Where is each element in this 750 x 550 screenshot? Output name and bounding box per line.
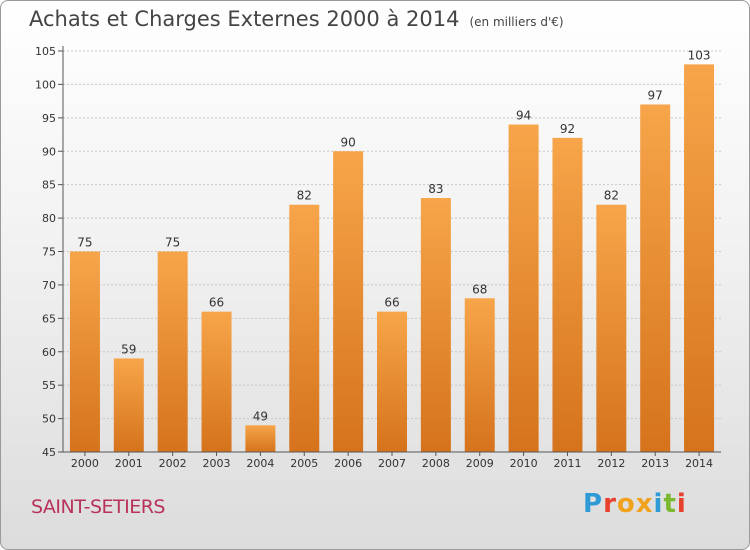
bar-value-label: 82 — [297, 189, 312, 203]
y-tick-label: 100 — [35, 78, 56, 91]
y-tick-label: 65 — [42, 312, 56, 325]
bar — [464, 298, 495, 452]
bars: 75 59 75 66 49 82 90 66 83 68 94 92 82 97 103 — [69, 48, 715, 453]
y-tick-label: 90 — [42, 145, 56, 158]
logo-letter: o — [616, 489, 636, 519]
bar-value-label: 75 — [77, 236, 92, 250]
x-tick-label: 2000 — [71, 457, 99, 470]
bar — [640, 104, 671, 452]
bar-value-label: 75 — [165, 236, 180, 250]
y-tick-label: 55 — [42, 379, 56, 392]
chart-title: Achats et Charges Externes 2000 à 2014 (e… — [29, 7, 564, 31]
x-tick-label: 2013 — [641, 457, 669, 470]
x-tick-label: 2005 — [290, 457, 318, 470]
bar-value-label: 66 — [209, 296, 224, 310]
place-name: SAINT-SETIERS — [31, 496, 166, 518]
x-tick-label: 2002 — [159, 457, 187, 470]
bar-value-label: 49 — [253, 409, 268, 423]
bar — [333, 151, 364, 452]
logo-letter: x — [635, 489, 654, 519]
bar-value-label: 94 — [516, 109, 531, 123]
bar-value-label: 59 — [121, 342, 136, 356]
x-tick-label: 2011 — [553, 457, 581, 470]
bar — [596, 204, 627, 452]
bar — [377, 311, 407, 452]
x-tick-label: 2007 — [378, 457, 406, 470]
x-tick-label: 2004 — [246, 457, 274, 470]
x-tick-label: 2010 — [510, 457, 538, 470]
x-tick-label: 2006 — [334, 457, 362, 470]
logo-letter: t — [663, 489, 677, 519]
x-tick-label: 2012 — [597, 457, 625, 470]
bar-value-label: 66 — [384, 296, 399, 310]
y-tick-label: 95 — [42, 112, 56, 125]
bar-value-label: 90 — [340, 135, 355, 149]
bar-value-label: 83 — [428, 182, 443, 196]
x-tick-label: 2001 — [115, 457, 143, 470]
bar-value-label: 82 — [604, 189, 619, 203]
y-tick-label: 50 — [42, 413, 56, 426]
y-tick-label: 60 — [42, 346, 56, 359]
bar — [684, 64, 715, 452]
logo-letter: i — [676, 489, 687, 519]
bar-value-label: 97 — [648, 88, 663, 102]
bar — [201, 311, 232, 452]
bar — [508, 124, 539, 453]
bar-value-label: 68 — [472, 282, 487, 296]
bar — [289, 204, 320, 452]
x-tick-label: 2009 — [466, 457, 494, 470]
bar — [113, 358, 144, 452]
logo-letter: i — [653, 489, 664, 519]
bar — [69, 251, 100, 452]
logo-letter: P — [583, 489, 604, 519]
chart-title-text: Achats et Charges Externes 2000 à 2014 — [29, 7, 460, 31]
y-tick-label: 85 — [42, 179, 56, 192]
axes: 45 50 55 60 65 70 75 80 85 90 95 100 105 2000 2001 2002… — [35, 45, 721, 470]
y-tick-label: 70 — [42, 279, 56, 292]
bar — [552, 137, 583, 452]
bar — [157, 251, 188, 452]
bar — [245, 425, 276, 452]
proxiti-logo: Proxiti — [583, 489, 687, 519]
x-tick-label: 2003 — [203, 457, 231, 470]
y-tick-label: 80 — [42, 212, 56, 225]
logo-letter: r — [603, 489, 617, 519]
x-tick-label: 2014 — [685, 457, 713, 470]
y-tick-label: 105 — [35, 45, 56, 58]
bar-value-label: 92 — [560, 122, 575, 136]
x-tick-label: 2008 — [422, 457, 450, 470]
bar-value-label: 103 — [688, 48, 711, 62]
bar — [420, 198, 451, 452]
y-tick-label: 45 — [42, 446, 56, 459]
y-tick-label: 75 — [42, 246, 56, 259]
chart-subtitle: (en milliers d'€) — [469, 15, 564, 29]
